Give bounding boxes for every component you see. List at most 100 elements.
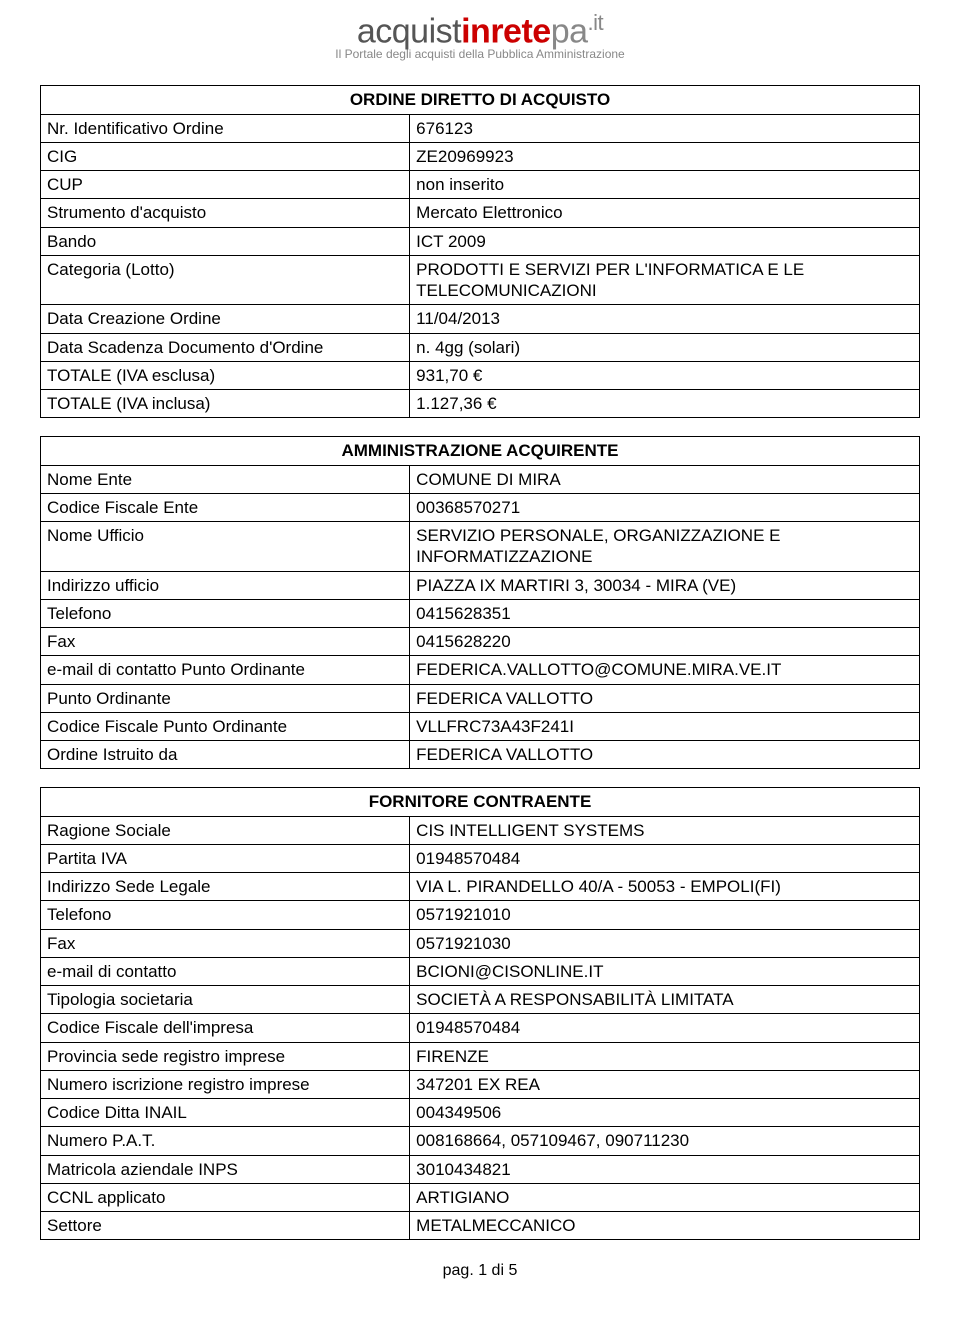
table-row: CUPnon inserito bbox=[41, 171, 920, 199]
row-label: Matricola aziendale INPS bbox=[41, 1155, 410, 1183]
row-value: PRODOTTI E SERVIZI PER L'INFORMATICA E L… bbox=[410, 255, 920, 305]
table-row: Codice Fiscale Punto OrdinanteVLLFRC73A4… bbox=[41, 712, 920, 740]
row-label: Punto Ordinante bbox=[41, 684, 410, 712]
table-row: Indirizzo Sede LegaleVIA L. PIRANDELLO 4… bbox=[41, 873, 920, 901]
table-row: Nr. Identificativo Ordine676123 bbox=[41, 114, 920, 142]
logo-part-acquist: acquist bbox=[357, 12, 461, 50]
row-value: 0415628351 bbox=[410, 599, 920, 627]
logo-part-rete: rete bbox=[490, 12, 550, 50]
row-value: 01948570484 bbox=[410, 1014, 920, 1042]
table-row: Partita IVA01948570484 bbox=[41, 844, 920, 872]
row-value: 11/04/2013 bbox=[410, 305, 920, 333]
row-label: e-mail di contatto Punto Ordinante bbox=[41, 656, 410, 684]
row-value: ZE20969923 bbox=[410, 142, 920, 170]
table-row: BandoICT 2009 bbox=[41, 227, 920, 255]
order-table: ORDINE DIRETTO DI ACQUISTO Nr. Identific… bbox=[40, 85, 920, 418]
row-label: Telefono bbox=[41, 599, 410, 627]
table-row: Data Scadenza Documento d'Ordinen. 4gg (… bbox=[41, 333, 920, 361]
logo-part-pa: pa bbox=[551, 12, 588, 50]
row-label: TOTALE (IVA esclusa) bbox=[41, 361, 410, 389]
row-label: CIG bbox=[41, 142, 410, 170]
row-value: 00368570271 bbox=[410, 493, 920, 521]
row-value: 3010434821 bbox=[410, 1155, 920, 1183]
row-label: Nr. Identificativo Ordine bbox=[41, 114, 410, 142]
row-label: Tipologia societaria bbox=[41, 986, 410, 1014]
row-value: ARTIGIANO bbox=[410, 1183, 920, 1211]
page-footer: pag. 1 di 5 bbox=[40, 1240, 920, 1280]
row-label: Fax bbox=[41, 929, 410, 957]
row-label: Indirizzo ufficio bbox=[41, 571, 410, 599]
admin-table: AMMINISTRAZIONE ACQUIRENTE Nome EnteCOMU… bbox=[40, 436, 920, 769]
row-value: 0571921030 bbox=[410, 929, 920, 957]
row-value: PIAZZA IX MARTIRI 3, 30034 - MIRA (VE) bbox=[410, 571, 920, 599]
row-value: 008168664, 057109467, 090711230 bbox=[410, 1127, 920, 1155]
row-label: Codice Ditta INAIL bbox=[41, 1099, 410, 1127]
table-row: Data Creazione Ordine11/04/2013 bbox=[41, 305, 920, 333]
table-row: Telefono0571921010 bbox=[41, 901, 920, 929]
row-value: 01948570484 bbox=[410, 844, 920, 872]
table-row: Nome UfficioSERVIZIO PERSONALE, ORGANIZZ… bbox=[41, 522, 920, 572]
row-value: COMUNE DI MIRA bbox=[410, 465, 920, 493]
table-row: e-mail di contatto Punto OrdinanteFEDERI… bbox=[41, 656, 920, 684]
row-label: Settore bbox=[41, 1212, 410, 1240]
row-value: 347201 EX REA bbox=[410, 1070, 920, 1098]
row-value: FIRENZE bbox=[410, 1042, 920, 1070]
row-label: CCNL applicato bbox=[41, 1183, 410, 1211]
table-row: CIGZE20969923 bbox=[41, 142, 920, 170]
supplier-table: FORNITORE CONTRAENTE Ragione SocialeCIS … bbox=[40, 787, 920, 1240]
admin-section-title: AMMINISTRAZIONE ACQUIRENTE bbox=[41, 437, 920, 465]
row-label: Codice Fiscale Punto Ordinante bbox=[41, 712, 410, 740]
row-label: Ragione Sociale bbox=[41, 816, 410, 844]
row-label: Nome Ente bbox=[41, 465, 410, 493]
row-label: Numero iscrizione registro imprese bbox=[41, 1070, 410, 1098]
supplier-section-title: FORNITORE CONTRAENTE bbox=[41, 788, 920, 816]
row-value: 931,70 € bbox=[410, 361, 920, 389]
row-value: SERVIZIO PERSONALE, ORGANIZZAZIONE E INF… bbox=[410, 522, 920, 572]
table-row: Telefono0415628351 bbox=[41, 599, 920, 627]
row-value: CIS INTELLIGENT SYSTEMS bbox=[410, 816, 920, 844]
admin-rows: Nome EnteCOMUNE DI MIRACodice Fiscale En… bbox=[41, 465, 920, 769]
table-row: CCNL applicatoARTIGIANO bbox=[41, 1183, 920, 1211]
row-label: Data Creazione Ordine bbox=[41, 305, 410, 333]
row-label: Fax bbox=[41, 628, 410, 656]
row-label: Bando bbox=[41, 227, 410, 255]
row-value: BCIONI@CISONLINE.IT bbox=[410, 957, 920, 985]
table-row: Indirizzo ufficioPIAZZA IX MARTIRI 3, 30… bbox=[41, 571, 920, 599]
table-row: Provincia sede registro impreseFIRENZE bbox=[41, 1042, 920, 1070]
logo-part-in: in bbox=[461, 12, 490, 50]
row-value: FEDERICA VALLOTTO bbox=[410, 741, 920, 769]
row-value: 676123 bbox=[410, 114, 920, 142]
table-row: Codice Ditta INAIL004349506 bbox=[41, 1099, 920, 1127]
table-row: e-mail di contattoBCIONI@CISONLINE.IT bbox=[41, 957, 920, 985]
table-row: Matricola aziendale INPS3010434821 bbox=[41, 1155, 920, 1183]
row-value: non inserito bbox=[410, 171, 920, 199]
table-row: Fax0571921030 bbox=[41, 929, 920, 957]
logo-part-it: .it bbox=[588, 10, 604, 35]
row-value: FEDERICA VALLOTTO bbox=[410, 684, 920, 712]
row-label: Codice Fiscale Ente bbox=[41, 493, 410, 521]
row-label: TOTALE (IVA inclusa) bbox=[41, 390, 410, 418]
row-label: Telefono bbox=[41, 901, 410, 929]
row-label: Indirizzo Sede Legale bbox=[41, 873, 410, 901]
row-value: Mercato Elettronico bbox=[410, 199, 920, 227]
table-row: TOTALE (IVA esclusa)931,70 € bbox=[41, 361, 920, 389]
row-label: Strumento d'acquisto bbox=[41, 199, 410, 227]
table-row: Tipologia societariaSOCIETÀ A RESPONSABI… bbox=[41, 986, 920, 1014]
table-row: SettoreMETALMECCANICO bbox=[41, 1212, 920, 1240]
table-row: TOTALE (IVA inclusa)1.127,36 € bbox=[41, 390, 920, 418]
order-rows: Nr. Identificativo Ordine676123CIGZE2096… bbox=[41, 114, 920, 418]
row-value: n. 4gg (solari) bbox=[410, 333, 920, 361]
order-section-title: ORDINE DIRETTO DI ACQUISTO bbox=[41, 86, 920, 114]
row-label: Numero P.A.T. bbox=[41, 1127, 410, 1155]
table-row: Ordine Istruito daFEDERICA VALLOTTO bbox=[41, 741, 920, 769]
row-value: 0415628220 bbox=[410, 628, 920, 656]
header-logo: acquistinretepa.it Il Portale degli acqu… bbox=[0, 0, 960, 67]
table-row: Strumento d'acquistoMercato Elettronico bbox=[41, 199, 920, 227]
logo-text: acquistinretepa.it bbox=[0, 10, 960, 51]
row-value: FEDERICA.VALLOTTO@COMUNE.MIRA.VE.IT bbox=[410, 656, 920, 684]
row-label: Provincia sede registro imprese bbox=[41, 1042, 410, 1070]
row-value: ICT 2009 bbox=[410, 227, 920, 255]
row-value: 1.127,36 € bbox=[410, 390, 920, 418]
table-row: Codice Fiscale Ente00368570271 bbox=[41, 493, 920, 521]
table-row: Fax0415628220 bbox=[41, 628, 920, 656]
